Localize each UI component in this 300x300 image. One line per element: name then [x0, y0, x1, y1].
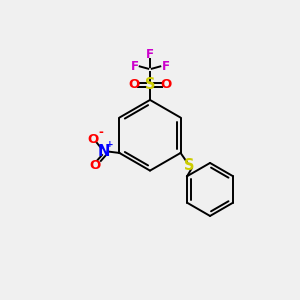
Text: O: O — [161, 78, 172, 91]
Text: O: O — [90, 159, 101, 172]
Text: O: O — [88, 133, 99, 146]
Text: F: F — [146, 48, 154, 61]
Text: N: N — [98, 144, 110, 159]
Text: S: S — [145, 77, 155, 92]
Text: -: - — [98, 126, 103, 140]
Text: O: O — [128, 78, 139, 91]
Text: S: S — [184, 158, 194, 173]
Text: F: F — [162, 61, 170, 74]
Text: F: F — [130, 61, 138, 74]
Text: +: + — [106, 140, 113, 149]
